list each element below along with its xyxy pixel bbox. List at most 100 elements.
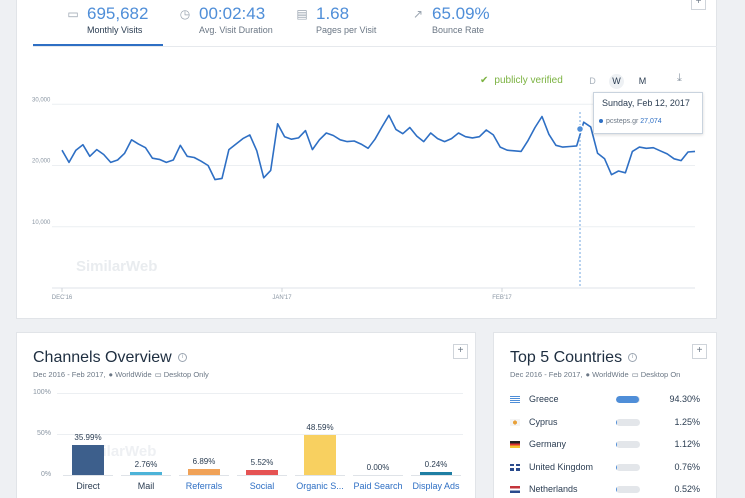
desktop-icon: ▭ — [154, 370, 162, 379]
channels-add-button[interactable]: + — [453, 344, 468, 359]
similarweb-watermark: SimilarWeb — [76, 258, 158, 275]
country-name: Netherlands — [529, 484, 578, 494]
granularity-daily[interactable]: D — [589, 76, 596, 86]
x-tick-label: FEB'17 — [492, 295, 512, 301]
country-share-value: 94.30% — [669, 394, 700, 404]
channel-bar[interactable] — [72, 445, 104, 475]
country-share-value: 1.12% — [674, 439, 700, 449]
visits-line-chart: 30,000 20,000 10,000 DEC'16 JAN'17 FEB'17 — [32, 97, 696, 301]
y-tick-label: 30,000 — [32, 97, 51, 103]
card-add-button[interactable]: + — [691, 0, 706, 10]
channel-label[interactable]: Social — [249, 481, 275, 491]
country-name: United Kingdom — [529, 461, 594, 472]
gridline — [57, 393, 463, 394]
channel-label[interactable]: Organic S... — [296, 481, 344, 491]
channel-bar[interactable] — [130, 472, 162, 475]
globe-icon: ● — [108, 370, 114, 379]
country-share-bar — [616, 418, 640, 426]
active-tab-indicator — [33, 44, 163, 46]
metrics-divider — [33, 46, 717, 47]
bar-baseline — [353, 475, 403, 476]
series-dot-icon — [599, 119, 603, 124]
channels-subline: Dec 2016 - Feb 2017, ● WorldWide ▭ Desktop O… — [33, 370, 209, 379]
gridline — [57, 434, 463, 435]
country-share-value: 0.52% — [674, 484, 700, 494]
x-tick-label: JAN'17 — [272, 295, 292, 301]
tooltip-date: Sunday, Feb 12, 2017 — [602, 98, 690, 108]
tooltip-value-row: pcsteps.gr 27,074 — [599, 118, 662, 125]
channel-bar[interactable] — [420, 472, 452, 475]
desktop-icon: ▭ — [631, 370, 639, 379]
bounce-rate-value: 65.09% — [432, 4, 490, 23]
pages-per-visit-value: 1.68 — [316, 4, 350, 23]
channel-bar-value: 0.00% — [366, 463, 390, 472]
verified-label: publicly verified — [494, 75, 563, 86]
channel-label: Mail — [137, 481, 155, 491]
channels-scope: WorldWide — [115, 370, 152, 379]
download-icon[interactable]: ⤓ — [677, 72, 682, 84]
tooltip-value: 27,074 — [640, 118, 662, 125]
country-row[interactable]: Cyprus 1.25% — [510, 417, 710, 431]
bar-baseline — [121, 475, 171, 476]
countries-title: Top 5 Countries i — [510, 349, 638, 367]
x-axis-labels: DEC'16 JAN'17 FEB'17 — [52, 288, 512, 301]
country-share-bar — [616, 486, 640, 493]
monitor-icon: ▭ — [67, 7, 79, 21]
info-icon[interactable]: i — [177, 353, 187, 362]
country-share-value: 0.76% — [674, 461, 700, 472]
country-share-value: 1.25% — [674, 416, 700, 427]
channel-label[interactable]: Referrals — [185, 481, 223, 491]
channel-bar-value: 2.76% — [134, 460, 158, 469]
y-tick-100: 100% — [33, 389, 51, 396]
channel-label[interactable]: Paid Search — [353, 481, 403, 491]
country-row[interactable]: United Kingdom 0.76% — [510, 462, 710, 476]
uk-flag-icon — [510, 463, 520, 471]
bounce-arrow-icon: ↗ — [412, 7, 424, 21]
channel-bar[interactable] — [246, 470, 278, 475]
chart-tooltip: Sunday, Feb 12, 2017 pcsteps.gr 27,074 — [593, 92, 703, 134]
y-tick-label: 10,000 — [32, 220, 51, 226]
pages-per-visit-label: Pages per Visit — [316, 25, 377, 35]
channel-bar-value: 6.89% — [192, 457, 216, 467]
granularity-monthly[interactable]: M — [638, 76, 647, 86]
bar-baseline — [179, 475, 229, 476]
publicly-verified-badge: ✔ publicly verified — [480, 75, 563, 86]
channels-date-range: Dec 2016 - Feb 2017, — [33, 370, 106, 379]
country-name: Cyprus — [529, 416, 558, 427]
globe-icon: ● — [585, 370, 591, 379]
channels-title-text: Channels Overview — [33, 349, 172, 366]
y-tick-50: 50% — [37, 430, 52, 437]
country-name: Germany — [529, 439, 567, 449]
bounce-rate-label: Bounce Rate — [432, 25, 485, 35]
traffic-overview-card: ▭ 695,682 Monthly Visits ◷ 00:02:43 Avg.… — [16, 0, 717, 319]
channel-bar[interactable] — [304, 435, 336, 475]
pages-icon: ▤ — [296, 7, 308, 21]
bar-baseline — [295, 475, 345, 476]
country-row[interactable]: Netherlands 0.52% — [510, 484, 710, 498]
bar-baseline — [411, 475, 461, 476]
country-share-bar — [616, 396, 640, 403]
monthly-visits-label: Monthly Visits — [87, 25, 143, 35]
greece-flag-icon — [510, 396, 520, 403]
x-tick-label: DEC'16 — [52, 295, 73, 301]
country-share-bar — [616, 463, 640, 471]
channel-bar[interactable] — [188, 469, 220, 475]
channel-bar-value: 5.52% — [250, 458, 274, 468]
country-share-fill — [616, 396, 639, 403]
info-icon[interactable]: i — [628, 353, 638, 362]
granularity-weekly[interactable]: W — [609, 74, 624, 89]
hover-point — [575, 124, 585, 134]
netherlands-flag-icon — [510, 486, 520, 493]
cyprus-flag-icon — [510, 418, 520, 426]
channel-label: Direct — [76, 481, 100, 491]
countries-subline: Dec 2016 - Feb 2017, ● WorldWide ▭ Desktop O… — [510, 370, 680, 379]
country-row[interactable]: Greece 94.30% — [510, 394, 710, 408]
country-row[interactable]: Germany 1.12% — [510, 439, 710, 453]
tooltip-site: pcsteps.gr — [606, 118, 639, 125]
y-tick-0: 0% — [41, 471, 52, 478]
channel-label[interactable]: Display Ads — [412, 481, 460, 491]
stopwatch-icon: ◷ — [179, 7, 191, 21]
channels-title: Channels Overview i — [33, 349, 187, 367]
countries-add-button[interactable]: + — [692, 344, 707, 359]
countries-scope: WorldWide — [592, 370, 629, 379]
